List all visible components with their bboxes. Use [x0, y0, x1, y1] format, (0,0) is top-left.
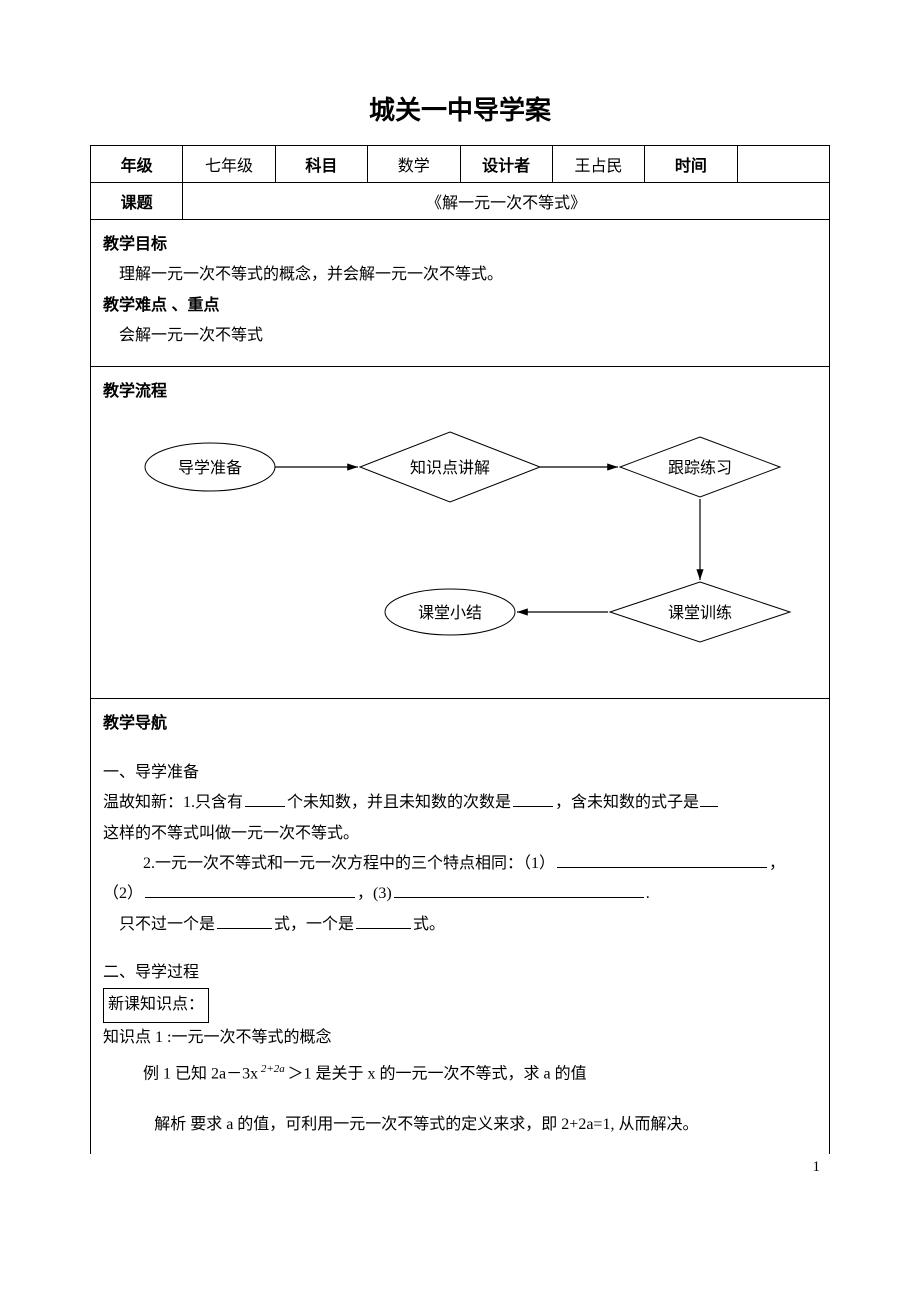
page-number: 1: [813, 1159, 821, 1176]
blank-3: [700, 792, 718, 807]
q2-f-c: 式。: [413, 916, 445, 933]
document-page: 城关一中导学案 年级 七年级 科目 数学 设计者 王占民 时间 课题 《解一元一…: [0, 0, 920, 1194]
objectives-heading: 教学目标: [103, 230, 817, 260]
kp-label: 新课知识点：: [103, 988, 209, 1022]
analysis: 解析 要求 a 的值，可利用一元一次不等式的定义来求，即 2+2a=1, 从而解…: [103, 1110, 817, 1140]
q2-b: ，: [769, 855, 785, 872]
review-q2-line2: （2） ，(3).: [103, 879, 817, 909]
objectives-section: 教学目标 理解一元一次不等式的概念，并会解一元一次不等式。 教学难点 、重点 会…: [90, 220, 830, 367]
header-row-1: 年级 七年级 科目 数学 设计者 王占民 时间: [91, 146, 830, 183]
topic-label: 课题: [91, 183, 183, 220]
prep-heading: 一、导学准备: [103, 758, 817, 788]
flow-node-explain-label: 知识点讲解: [410, 459, 490, 477]
page-title: 城关一中导学案: [90, 90, 830, 127]
q1-d: 这样的不等式叫做一元一次不等式。: [103, 819, 817, 849]
blank-7: [217, 913, 272, 928]
blank-6: [394, 883, 644, 898]
objectives-text: 理解一元一次不等式的概念，并会解一元一次不等式。: [103, 260, 817, 290]
flow-section: 教学流程 导学准备 知识点讲解 跟踪练习 课堂训练 课堂小结: [90, 367, 830, 700]
ex1-b: ＞1 是关于 x 的一元一次不等式，求 a 的值: [288, 1066, 587, 1083]
review-label: 温故知新：: [103, 794, 183, 811]
kp-label-wrap: 新课知识点：: [103, 988, 817, 1022]
time-value: [737, 146, 829, 183]
flow-node-practice-label: 跟踪练习: [668, 459, 732, 477]
blank-2: [513, 792, 553, 807]
q2-f-a: 只不过一个是: [119, 916, 215, 933]
grade-label: 年级: [91, 146, 183, 183]
q2-f-b: 式，一个是: [274, 916, 354, 933]
proc-heading: 二、导学过程: [103, 958, 817, 988]
header-table: 年级 七年级 科目 数学 设计者 王占民 时间 课题 《解一元一次不等式》: [90, 145, 830, 220]
difficulty-heading: 教学难点 、重点: [103, 291, 817, 321]
q2-a: 2.一元一次不等式和一元一次方程中的三个特点相同：（1）: [143, 855, 555, 872]
flow-node-prep-label: 导学准备: [178, 459, 242, 477]
q2-c: （2）: [103, 885, 143, 902]
difficulty-text: 会解一元一次不等式: [103, 321, 817, 351]
q1-b: 个未知数，并且未知数的次数是: [287, 794, 511, 811]
blank-1: [245, 792, 285, 807]
analysis-text: 解析 要求 a 的值，可利用一元一次不等式的定义来求，即 2+2a=1, 从而解…: [154, 1116, 698, 1133]
blank-5: [145, 883, 355, 898]
designer-value: 王占民: [552, 146, 644, 183]
topic-value: 《解一元一次不等式》: [183, 183, 830, 220]
header-row-2: 课题 《解一元一次不等式》: [91, 183, 830, 220]
flow-node-summary-label: 课堂小结: [418, 604, 482, 622]
example-1: 例 1 已知 2a－3x 2+2a ＞1 是关于 x 的一元一次不等式，求 a …: [103, 1059, 817, 1090]
q1-c: ，含未知数的式子是: [555, 794, 699, 811]
subject-label: 科目: [275, 146, 367, 183]
flow-heading: 教学流程: [103, 377, 817, 407]
review-q1: 温故知新：1.只含有 个未知数，并且未知数的次数是 ，含未知数的式子是: [103, 788, 817, 818]
flow-diagram: 导学准备 知识点讲解 跟踪练习 课堂训练 课堂小结: [103, 407, 817, 667]
q1-a: 1.只含有: [183, 794, 243, 811]
subject-value: 数学: [368, 146, 460, 183]
flow-node-train-label: 课堂训练: [668, 604, 732, 622]
nav-heading: 教学导航: [103, 709, 817, 739]
designer-label: 设计者: [460, 146, 552, 183]
grade-value: 七年级: [183, 146, 275, 183]
blank-8: [356, 913, 411, 928]
q2-d: ，(3): [357, 885, 392, 902]
ex1-sup: 2+2a: [258, 1063, 287, 1075]
review-q2-line3: 只不过一个是 式，一个是 式。: [103, 910, 817, 940]
ex1-a: 例 1 已知 2a－3x: [143, 1066, 258, 1083]
kp1-title: 知识点 1 :一元一次不等式的概念: [103, 1023, 817, 1053]
nav-section: 教学导航 一、导学准备 温故知新：1.只含有 个未知数，并且未知数的次数是 ，含未知…: [90, 699, 830, 1154]
review-q2-line1: 2.一元一次不等式和一元一次方程中的三个特点相同：（1） ，: [103, 849, 817, 879]
q2-e: .: [646, 885, 650, 902]
blank-4: [557, 853, 767, 868]
time-label: 时间: [645, 146, 737, 183]
